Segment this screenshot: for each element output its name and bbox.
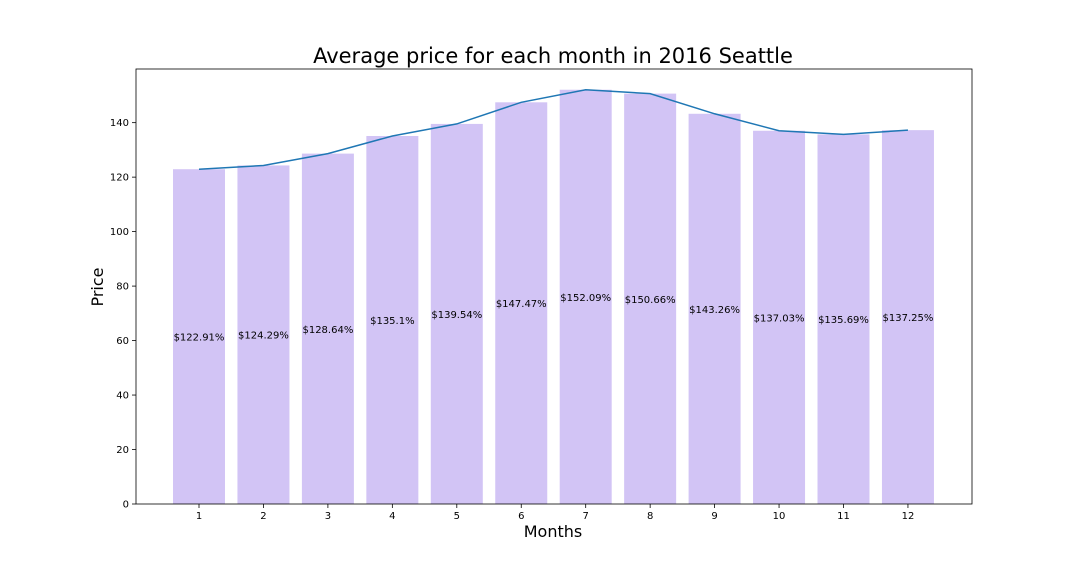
x-tick-label: 10 bbox=[773, 511, 786, 522]
y-tick-label: 100 bbox=[110, 227, 129, 238]
data-label: $128.64% bbox=[302, 325, 353, 336]
data-label: $137.25% bbox=[883, 313, 934, 324]
bar bbox=[817, 134, 870, 504]
data-label: $147.47% bbox=[496, 299, 547, 310]
data-labels-group: $122.91% $124.29% $128.64% $135.1% $139.54% $… bbox=[174, 293, 934, 344]
bar bbox=[366, 136, 419, 504]
bar bbox=[301, 153, 354, 504]
y-tick-label: 80 bbox=[116, 282, 129, 293]
bar bbox=[430, 123, 483, 504]
y-axis-title: Price bbox=[88, 267, 107, 306]
chart-title: Average price for each month in 2016 Sea… bbox=[313, 44, 793, 68]
x-tick-label: 12 bbox=[902, 511, 915, 522]
data-label: $122.91% bbox=[174, 333, 225, 344]
x-tick-label: 9 bbox=[711, 511, 717, 522]
bar bbox=[559, 89, 612, 505]
data-label: $139.54% bbox=[431, 310, 482, 321]
x-tick-label: 1 bbox=[196, 511, 202, 522]
y-tick-label: 60 bbox=[116, 336, 129, 347]
x-tick-label: 4 bbox=[389, 511, 395, 522]
x-tick-label: 3 bbox=[325, 511, 331, 522]
bar bbox=[688, 113, 741, 504]
data-label: $137.03% bbox=[754, 313, 805, 324]
y-tick-label: 0 bbox=[123, 500, 129, 511]
plot-frame bbox=[135, 68, 973, 505]
bar bbox=[495, 102, 548, 504]
x-tick-label: 6 bbox=[518, 511, 524, 522]
bars-group bbox=[173, 89, 934, 505]
x-tick-label: 8 bbox=[647, 511, 653, 522]
bar bbox=[624, 93, 677, 505]
data-label: $150.66% bbox=[625, 295, 676, 306]
x-axis-title: Months bbox=[524, 522, 582, 541]
bar bbox=[173, 169, 225, 505]
data-label: $124.29% bbox=[238, 331, 289, 342]
x-tick-label: 11 bbox=[837, 511, 850, 522]
data-label: $135.1% bbox=[370, 316, 415, 327]
line-series bbox=[198, 88, 908, 170]
x-tick-label: 5 bbox=[454, 511, 460, 522]
y-tick-label: 20 bbox=[116, 445, 129, 456]
bar bbox=[881, 130, 934, 505]
y-tick-label: 140 bbox=[110, 118, 129, 129]
data-label: $143.26% bbox=[689, 305, 740, 316]
line-series-group bbox=[198, 88, 908, 170]
y-tick-label: 40 bbox=[116, 391, 129, 402]
x-tick-label: 7 bbox=[583, 511, 589, 522]
data-label: $135.69% bbox=[818, 315, 869, 326]
data-label: $152.09% bbox=[560, 293, 611, 304]
bar bbox=[753, 130, 806, 504]
x-tick-label: 2 bbox=[260, 511, 266, 522]
y-tick-label: 120 bbox=[110, 173, 129, 184]
bar bbox=[237, 165, 290, 504]
